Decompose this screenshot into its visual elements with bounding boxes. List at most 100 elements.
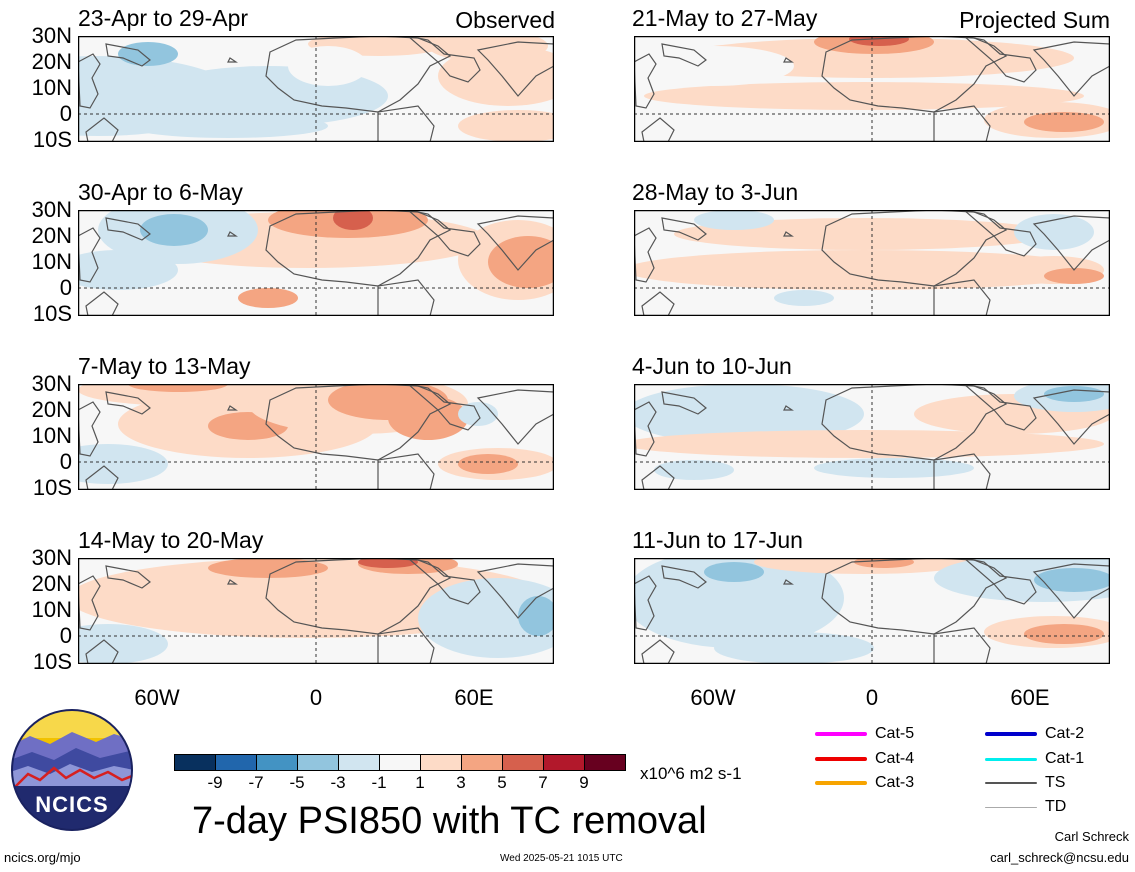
coastline [963,210,1037,257]
anomaly-map [78,558,554,664]
colorbar-swatch [502,754,544,771]
lat-tick-label: 10S [32,649,72,674]
site-url[interactable]: ncics.org/mjo [4,850,81,865]
coastline [963,36,1037,83]
anomaly-contour [654,460,734,480]
panel-date-range: 28-May to 3-Jun [632,179,799,205]
anomaly-contour [1024,112,1104,132]
coastline [227,579,238,585]
anomaly-contour [704,562,764,582]
anomaly-contour [118,42,178,66]
lat-tick-label: 0 [59,449,72,474]
coastline [661,391,707,415]
coastline [85,639,119,664]
coastline [78,53,101,109]
anomaly-contour [814,458,974,478]
tc-legend-line [985,806,1037,808]
coastline [661,43,707,67]
anomaly-contour [1044,386,1104,402]
coastline [78,401,101,457]
coastline [641,465,675,490]
author-name: Carl Schreck [1054,829,1129,844]
coastline [641,639,675,664]
coastline [476,563,554,619]
coastline [105,43,151,67]
lat-tick-label: 0 [59,275,72,300]
anomaly-contour [438,46,554,106]
colorbar-swatch [379,754,421,771]
timestamp: Wed 2025-05-21 1015 UTC [500,853,623,864]
coastline [634,575,657,631]
tc-legend-line [985,782,1037,784]
coastline [85,117,119,142]
lat-tick-label: 10N [31,423,72,448]
colorbar-swatch [338,754,380,771]
panel-date-range: 23-Apr to 29-Apr [78,5,249,31]
lat-tick-label: 30N [31,23,72,48]
figure-title: 7-day PSI850 with TC removal [192,800,707,842]
panel-date-range: 11-Jun to 17-Jun [632,527,803,553]
colorbar-tick-label: -5 [289,773,305,792]
anomaly-contour [458,454,518,474]
tc-legend-label: Cat-3 [875,774,915,791]
anomaly-contour [1034,568,1110,592]
colorbar-tick-label: 1 [415,773,425,792]
coastline [641,117,675,142]
tc-legend-line [985,757,1037,761]
coastline [377,627,435,664]
lon-tick-label: 0 [309,685,323,710]
anomaly-contour [78,444,168,484]
coastline [377,105,435,142]
anomaly-contour [634,384,864,444]
tc-legend-label: TD [1045,798,1067,815]
tc-legend-line [815,732,867,736]
panel-product-tag: Projected Sum [959,7,1110,33]
lat-tick-label: 10N [31,75,72,100]
coastline [661,217,707,241]
author-email[interactable]: carl_schreck@ncsu.edu [990,850,1129,865]
anomaly-contour [288,46,368,86]
colorbar-swatch [174,754,216,771]
anomaly-map [634,36,1110,142]
coastline [476,389,554,445]
coastline [783,57,794,63]
coastline [105,565,151,589]
anomaly-contour [333,210,373,230]
anomaly-contour [140,214,208,246]
anomaly-contour [418,578,554,658]
anomaly-contour [78,250,178,290]
anomaly-map [634,558,1110,664]
lat-tick-label: 0 [59,623,72,648]
coastline [407,558,481,605]
coastline [963,558,1037,605]
lat-tick-label: 10S [32,475,72,500]
panel-product-tag: Observed [455,7,555,33]
colorbar-tick-label: -3 [330,773,346,792]
coastline [933,453,991,490]
lon-tick-label: 60W [690,685,736,710]
tc-legend-line [815,781,867,785]
coastline [634,401,657,457]
colorbar-tick-label: 3 [456,773,466,792]
coastline [476,41,554,97]
coastline [641,291,675,316]
colorbar-swatch [420,754,462,771]
anomaly-contour [694,210,774,230]
colorbar-units: x10^6 m2 s-1 [640,764,742,783]
coastline [634,227,657,283]
colorbar-swatch [297,754,339,771]
anomaly-map [634,384,1110,490]
coastline [634,53,657,109]
anomaly-contour [238,288,298,308]
colorbar-tick-label: 7 [538,773,548,792]
coastline [783,231,794,237]
tc-legend-line [815,757,867,761]
coastline [227,57,238,63]
anomaly-contour [1024,624,1104,644]
lat-tick-label: 20N [31,223,72,248]
lon-tick-label: 60E [454,685,494,710]
coastline [476,215,554,271]
tc-legend-label: Cat-2 [1045,725,1085,742]
coastline [105,391,151,415]
lat-tick-label: 0 [59,101,72,126]
